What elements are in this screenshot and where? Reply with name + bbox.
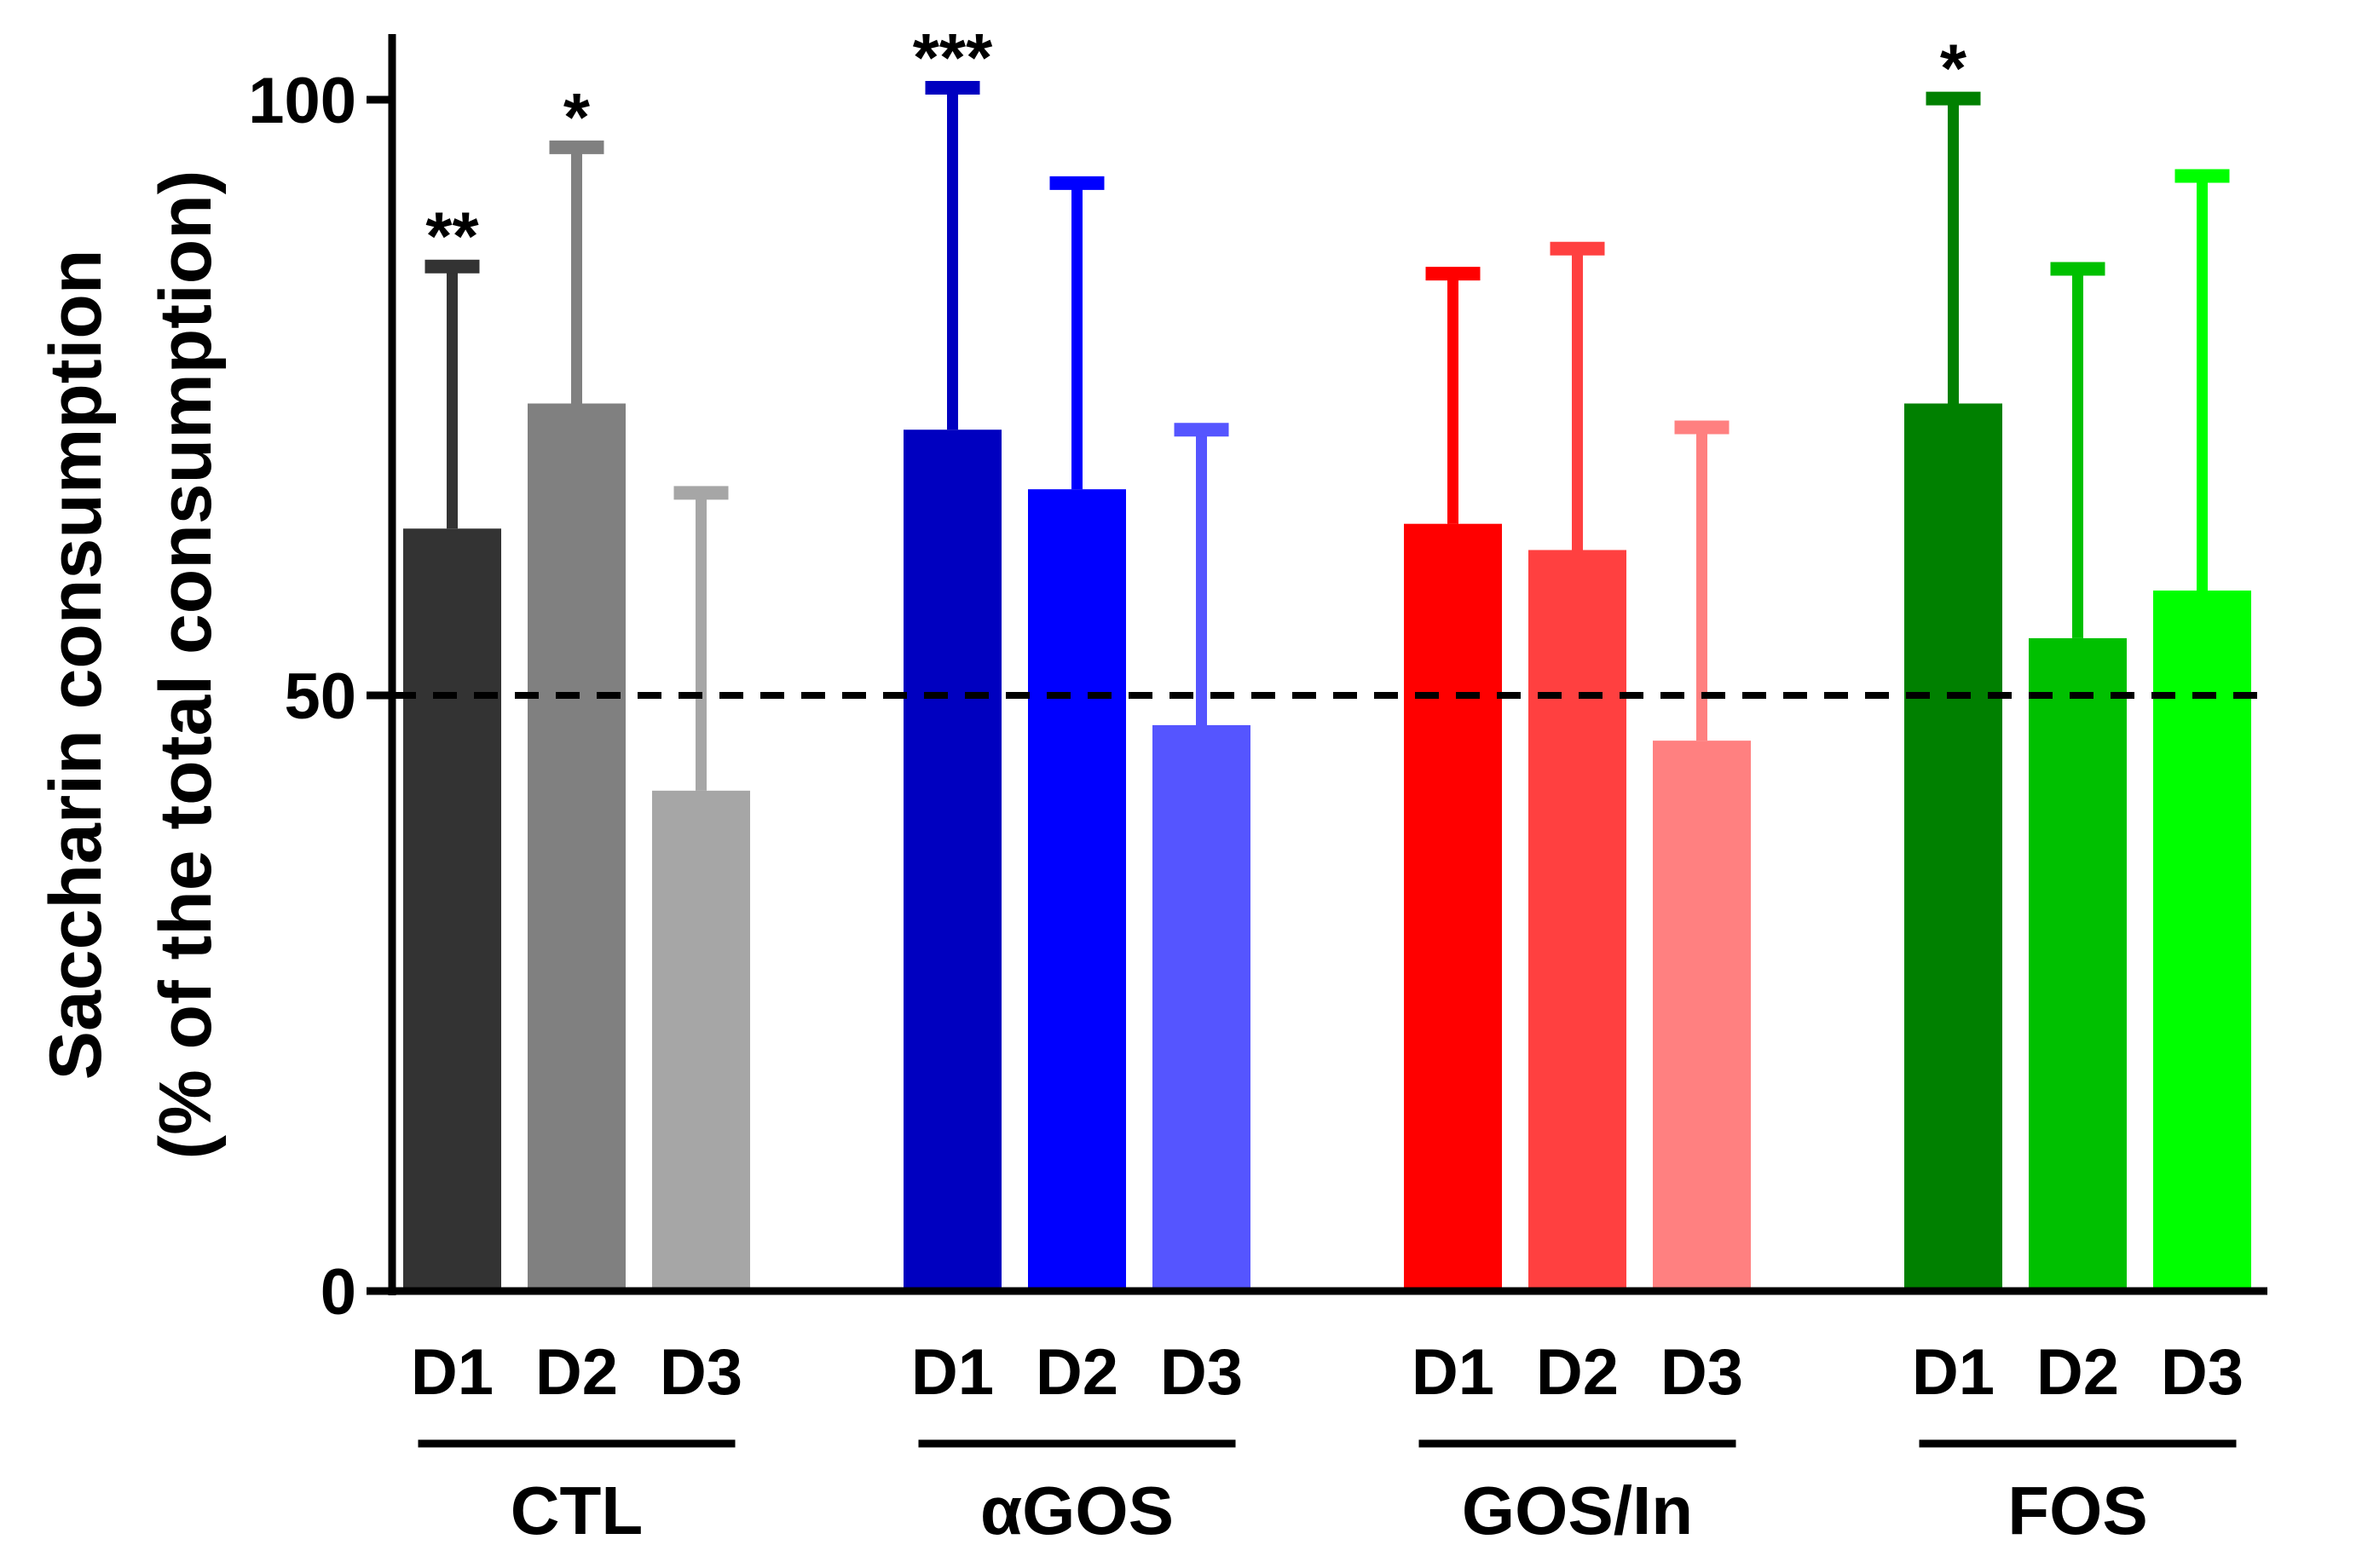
group-label: CTL <box>511 1473 644 1548</box>
group-label: FOS <box>2007 1473 2147 1548</box>
x-tick-label: D1 <box>411 1336 494 1409</box>
significance-marker: * <box>1940 31 1967 107</box>
y-tick-label: 100 <box>248 65 356 137</box>
bar <box>528 403 626 1291</box>
bar <box>1528 550 1626 1291</box>
bar <box>2029 637 2127 1291</box>
bar <box>1152 724 1250 1291</box>
x-tick-label: D1 <box>1912 1336 1995 1409</box>
bar <box>904 429 1002 1292</box>
bars-layer <box>403 81 2251 1292</box>
y-axis-title: Saccharin consumption (% of the total co… <box>35 170 227 1160</box>
group-label: GOS/In <box>1462 1473 1693 1548</box>
y-tick-label: 0 <box>321 1256 356 1329</box>
x-tick-label: D3 <box>1160 1336 1243 1409</box>
significance-marker: ** <box>425 199 479 274</box>
bar <box>1028 489 1126 1291</box>
y-axis-title-line2: (% of the total consumption) <box>145 170 227 1160</box>
x-tick-label: D3 <box>1660 1336 1743 1409</box>
bar <box>2153 590 2251 1291</box>
x-tick-label: D2 <box>2036 1336 2119 1409</box>
x-tick-label: D2 <box>1536 1336 1619 1409</box>
x-tick-label: D3 <box>660 1336 742 1409</box>
x-tick-label: D3 <box>2161 1336 2244 1409</box>
bar <box>652 790 750 1291</box>
bar <box>403 528 501 1291</box>
bar <box>1653 741 1751 1291</box>
axes-layer: 0 50 100 <box>248 34 2267 1329</box>
x-tick-label: D1 <box>911 1336 994 1409</box>
bar <box>1904 403 2002 1291</box>
y-axis-title-line1: Saccharin consumption <box>35 250 117 1081</box>
group-label: αGOS <box>980 1473 1174 1548</box>
significance-marker: *** <box>913 20 993 95</box>
x-tick-label: D1 <box>1412 1336 1494 1409</box>
x-tick-label: D2 <box>1036 1336 1118 1409</box>
significance-marker: * <box>563 79 591 155</box>
bar <box>1404 523 1502 1291</box>
y-tick-label: 50 <box>284 660 356 733</box>
x-tick-label: D2 <box>535 1336 618 1409</box>
